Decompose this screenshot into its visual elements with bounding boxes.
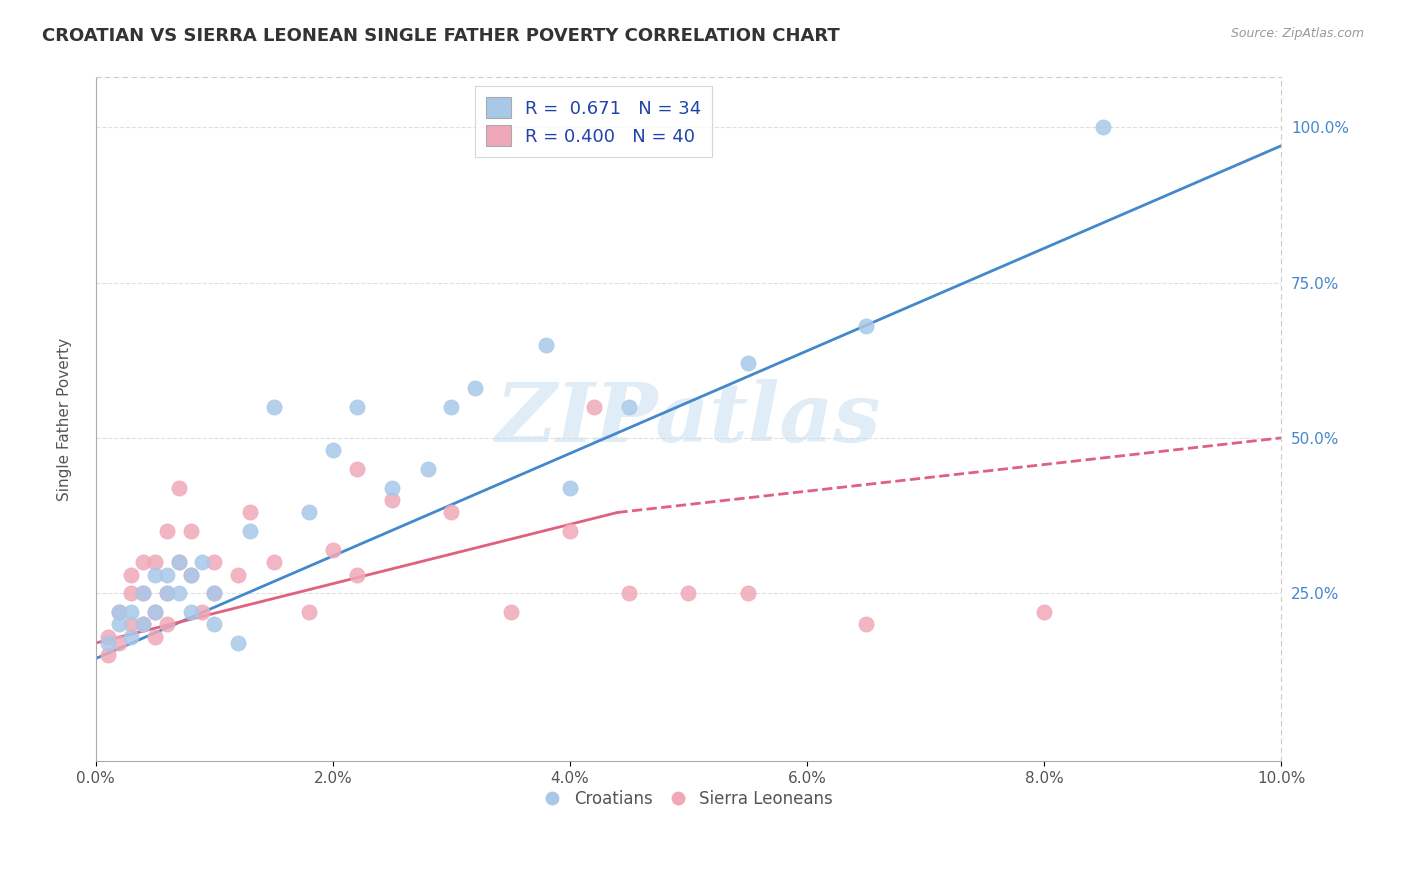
Point xyxy=(440,506,463,520)
Y-axis label: Single Father Poverty: Single Father Poverty xyxy=(58,338,72,500)
Point xyxy=(226,567,249,582)
Point xyxy=(202,617,225,632)
Point xyxy=(156,586,179,600)
Point xyxy=(108,605,131,619)
Point xyxy=(180,524,202,538)
Point xyxy=(108,605,131,619)
Point xyxy=(464,381,486,395)
Point xyxy=(263,400,285,414)
Point xyxy=(180,567,202,582)
Point xyxy=(239,524,262,538)
Point xyxy=(1092,120,1115,135)
Point xyxy=(855,319,877,334)
Point xyxy=(143,605,166,619)
Point xyxy=(143,555,166,569)
Point xyxy=(167,555,190,569)
Point xyxy=(156,617,179,632)
Point xyxy=(120,617,142,632)
Point xyxy=(346,462,368,476)
Point xyxy=(239,506,262,520)
Point xyxy=(143,630,166,644)
Point xyxy=(678,586,700,600)
Point xyxy=(617,586,640,600)
Point xyxy=(143,567,166,582)
Point xyxy=(132,555,155,569)
Point xyxy=(132,586,155,600)
Point xyxy=(120,567,142,582)
Point xyxy=(156,524,179,538)
Point xyxy=(617,400,640,414)
Point xyxy=(298,506,321,520)
Point xyxy=(381,493,404,508)
Legend: Croatians, Sierra Leoneans: Croatians, Sierra Leoneans xyxy=(537,783,839,814)
Point xyxy=(180,605,202,619)
Point xyxy=(191,555,214,569)
Point xyxy=(534,337,557,351)
Point xyxy=(120,630,142,644)
Point xyxy=(97,648,120,663)
Point xyxy=(132,617,155,632)
Point xyxy=(440,400,463,414)
Point xyxy=(167,481,190,495)
Point xyxy=(582,400,605,414)
Point xyxy=(322,542,344,557)
Text: ZIPatlas: ZIPatlas xyxy=(496,379,882,459)
Point xyxy=(120,605,142,619)
Point xyxy=(143,605,166,619)
Point xyxy=(298,605,321,619)
Point xyxy=(499,605,522,619)
Point xyxy=(416,462,439,476)
Point xyxy=(180,567,202,582)
Point xyxy=(346,567,368,582)
Point xyxy=(167,555,190,569)
Point xyxy=(167,586,190,600)
Point xyxy=(97,630,120,644)
Point xyxy=(191,605,214,619)
Point xyxy=(737,356,759,370)
Point xyxy=(226,636,249,650)
Point xyxy=(558,481,581,495)
Point xyxy=(156,567,179,582)
Text: Source: ZipAtlas.com: Source: ZipAtlas.com xyxy=(1230,27,1364,40)
Point xyxy=(1033,605,1056,619)
Point xyxy=(855,617,877,632)
Point xyxy=(737,586,759,600)
Point xyxy=(322,443,344,458)
Point xyxy=(132,586,155,600)
Point xyxy=(120,586,142,600)
Point xyxy=(97,636,120,650)
Point xyxy=(202,586,225,600)
Point xyxy=(558,524,581,538)
Point xyxy=(381,481,404,495)
Text: CROATIAN VS SIERRA LEONEAN SINGLE FATHER POVERTY CORRELATION CHART: CROATIAN VS SIERRA LEONEAN SINGLE FATHER… xyxy=(42,27,839,45)
Point xyxy=(202,555,225,569)
Point xyxy=(132,617,155,632)
Point xyxy=(156,586,179,600)
Point xyxy=(108,617,131,632)
Point xyxy=(202,586,225,600)
Point xyxy=(108,636,131,650)
Point xyxy=(263,555,285,569)
Point xyxy=(346,400,368,414)
